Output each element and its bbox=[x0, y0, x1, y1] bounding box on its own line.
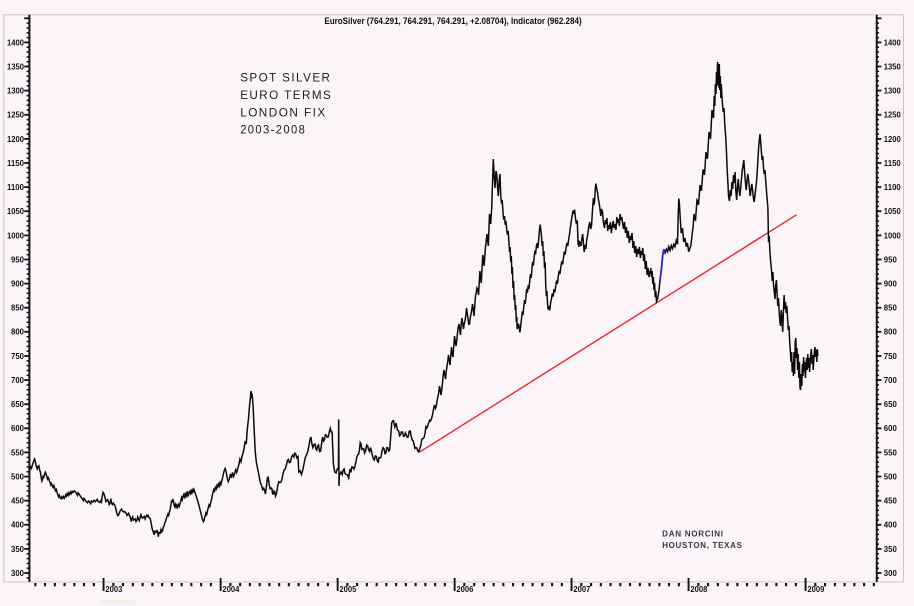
svg-text:DAN NORCINI: DAN NORCINI bbox=[662, 529, 724, 538]
svg-text:2008: 2008 bbox=[690, 585, 708, 594]
svg-text:SPOT SILVER: SPOT SILVER bbox=[240, 71, 331, 85]
svg-text:1250: 1250 bbox=[884, 111, 902, 120]
svg-text:850: 850 bbox=[884, 304, 898, 313]
svg-text:2004: 2004 bbox=[222, 585, 240, 594]
svg-text:1000: 1000 bbox=[7, 231, 25, 240]
svg-text:2003: 2003 bbox=[105, 585, 123, 594]
svg-text:650: 650 bbox=[884, 400, 898, 409]
svg-text:1050: 1050 bbox=[884, 207, 902, 216]
svg-text:900: 900 bbox=[11, 280, 25, 289]
svg-text:HOUSTON, TEXAS: HOUSTON, TEXAS bbox=[662, 541, 742, 550]
svg-text:2009: 2009 bbox=[807, 585, 825, 594]
svg-text:1150: 1150 bbox=[884, 159, 902, 168]
svg-text:2005: 2005 bbox=[339, 585, 357, 594]
svg-text:1200: 1200 bbox=[884, 135, 902, 144]
svg-text:900: 900 bbox=[884, 280, 898, 289]
svg-text:800: 800 bbox=[11, 328, 25, 337]
svg-text:600: 600 bbox=[11, 424, 25, 433]
svg-text:1100: 1100 bbox=[884, 183, 902, 192]
svg-text:1300: 1300 bbox=[884, 87, 902, 96]
svg-text:1050: 1050 bbox=[7, 207, 25, 216]
svg-text:550: 550 bbox=[11, 448, 25, 457]
svg-text:LONDON FIX: LONDON FIX bbox=[240, 105, 327, 119]
svg-text:600: 600 bbox=[884, 424, 898, 433]
svg-text:750: 750 bbox=[11, 352, 25, 361]
svg-text:1000: 1000 bbox=[884, 231, 902, 240]
svg-text:1300: 1300 bbox=[7, 87, 25, 96]
svg-text:1200: 1200 bbox=[7, 135, 25, 144]
svg-text:1350: 1350 bbox=[884, 62, 902, 71]
svg-text:500: 500 bbox=[884, 473, 898, 482]
svg-text:450: 450 bbox=[884, 497, 898, 506]
svg-text:EuroSilver (764.291, 764.291,: EuroSilver (764.291, 764.291, 764.291, +… bbox=[324, 16, 581, 26]
svg-text:1150: 1150 bbox=[7, 159, 25, 168]
svg-text:950: 950 bbox=[884, 255, 898, 264]
svg-text:400: 400 bbox=[11, 521, 25, 530]
svg-text:300: 300 bbox=[884, 569, 898, 578]
svg-text:850: 850 bbox=[11, 304, 25, 313]
svg-text:1400: 1400 bbox=[884, 38, 902, 47]
svg-text:2006: 2006 bbox=[456, 585, 474, 594]
svg-text:1350: 1350 bbox=[7, 62, 25, 71]
svg-text:500: 500 bbox=[11, 473, 25, 482]
svg-text:750: 750 bbox=[884, 352, 898, 361]
svg-text:700: 700 bbox=[11, 376, 25, 385]
svg-text:700: 700 bbox=[884, 376, 898, 385]
svg-text:350: 350 bbox=[11, 545, 25, 554]
svg-text:350: 350 bbox=[884, 545, 898, 554]
svg-text:1100: 1100 bbox=[7, 183, 25, 192]
svg-text:800: 800 bbox=[884, 328, 898, 337]
svg-text:550: 550 bbox=[884, 448, 898, 457]
svg-text:300: 300 bbox=[11, 569, 25, 578]
svg-text:EURO TERMS: EURO TERMS bbox=[240, 88, 332, 102]
svg-text:1400: 1400 bbox=[7, 38, 25, 47]
svg-text:450: 450 bbox=[11, 497, 25, 506]
svg-text:2007: 2007 bbox=[573, 585, 590, 594]
svg-text:950: 950 bbox=[11, 255, 25, 264]
svg-text:650: 650 bbox=[11, 400, 25, 409]
svg-text:2003-2008: 2003-2008 bbox=[240, 123, 306, 137]
svg-text:400: 400 bbox=[884, 521, 898, 530]
svg-text:1250: 1250 bbox=[7, 111, 25, 120]
